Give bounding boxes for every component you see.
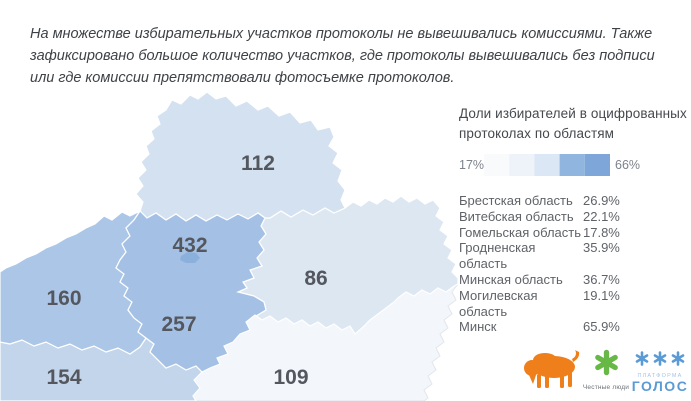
region-value: 17.8% bbox=[583, 224, 620, 240]
region-value: 19.1% bbox=[583, 287, 620, 303]
region-name: Гродненская область bbox=[459, 240, 536, 272]
scale-swatch-3 bbox=[534, 153, 560, 176]
region-name: Минская область bbox=[459, 271, 563, 287]
table-row: Минская область 36.7% bbox=[459, 272, 687, 288]
map-label-minsk-oblast: 257 bbox=[161, 313, 196, 336]
table-row: Гомельская область 17.8% bbox=[459, 225, 687, 241]
region-list: Брестская область 26.9% Витебская област… bbox=[459, 193, 687, 335]
scale-min-label: 17% bbox=[459, 157, 485, 172]
map-label-gomel: 109 bbox=[273, 366, 308, 389]
table-row: Витебская область 22.1% bbox=[459, 209, 687, 225]
color-scale-swatches bbox=[484, 153, 610, 176]
region-name: Минск bbox=[459, 319, 497, 335]
color-scale: 17% 66% bbox=[459, 153, 687, 176]
table-row: Могилевская область 19.1% bbox=[459, 288, 687, 320]
golos-platform-label: ПЛАТФОРМА bbox=[637, 373, 683, 379]
region-name: Витебская область bbox=[459, 208, 574, 224]
region-name: Могилевская область bbox=[459, 287, 538, 319]
region-minsk-oblast bbox=[115, 210, 267, 373]
region-name: Гомельская область bbox=[459, 224, 581, 240]
golos-stars-icon bbox=[635, 351, 685, 366]
table-row: Минск 65.9% bbox=[459, 319, 687, 335]
green-asterisk-icon bbox=[594, 349, 618, 376]
scale-swatch-4 bbox=[559, 153, 585, 176]
legend-panel: Доли избирателей в оцифрованных протокол… bbox=[459, 104, 687, 335]
map-label-mogilev: 86 bbox=[304, 267, 327, 290]
header-note: На множестве избирательных участков прот… bbox=[30, 25, 655, 86]
region-name: Брестская область bbox=[459, 193, 573, 208]
region-minsk-city bbox=[180, 252, 200, 263]
scale-swatch-2 bbox=[509, 153, 535, 176]
map-label-minsk-city: 432 bbox=[172, 234, 207, 257]
scale-swatch-5 bbox=[584, 153, 610, 176]
map-label-vitebsk: 112 bbox=[241, 152, 275, 175]
region-value: 22.1% bbox=[583, 208, 620, 224]
belarus-choropleth-map: 112 432 86 160 257 154 109 bbox=[0, 91, 459, 401]
map-label-brest: 154 bbox=[46, 366, 81, 389]
golos-label: ГОЛОС bbox=[631, 378, 689, 394]
scale-max-label: 66% bbox=[615, 157, 641, 172]
region-value: 26.9% bbox=[583, 193, 620, 208]
region-value: 35.9% bbox=[583, 240, 620, 256]
scale-swatch-1 bbox=[484, 153, 510, 176]
table-row: Брестская область 26.9% bbox=[459, 193, 687, 209]
chestnye-lyudi-logo: Честные люди bbox=[582, 349, 630, 391]
legend-title: Доли избирателей в оцифрованных протокол… bbox=[459, 106, 687, 141]
table-row: Гродненская область 35.9% bbox=[459, 240, 687, 272]
chestnye-lyudi-label: Честные люди bbox=[582, 384, 630, 391]
golos-logo: ПЛАТФОРМА ГОЛОС bbox=[631, 351, 689, 394]
bison-logo-icon bbox=[524, 350, 580, 388]
region-value: 65.9% bbox=[583, 319, 620, 335]
region-value: 36.7% bbox=[583, 271, 620, 287]
map-label-grodno: 160 bbox=[46, 287, 81, 310]
